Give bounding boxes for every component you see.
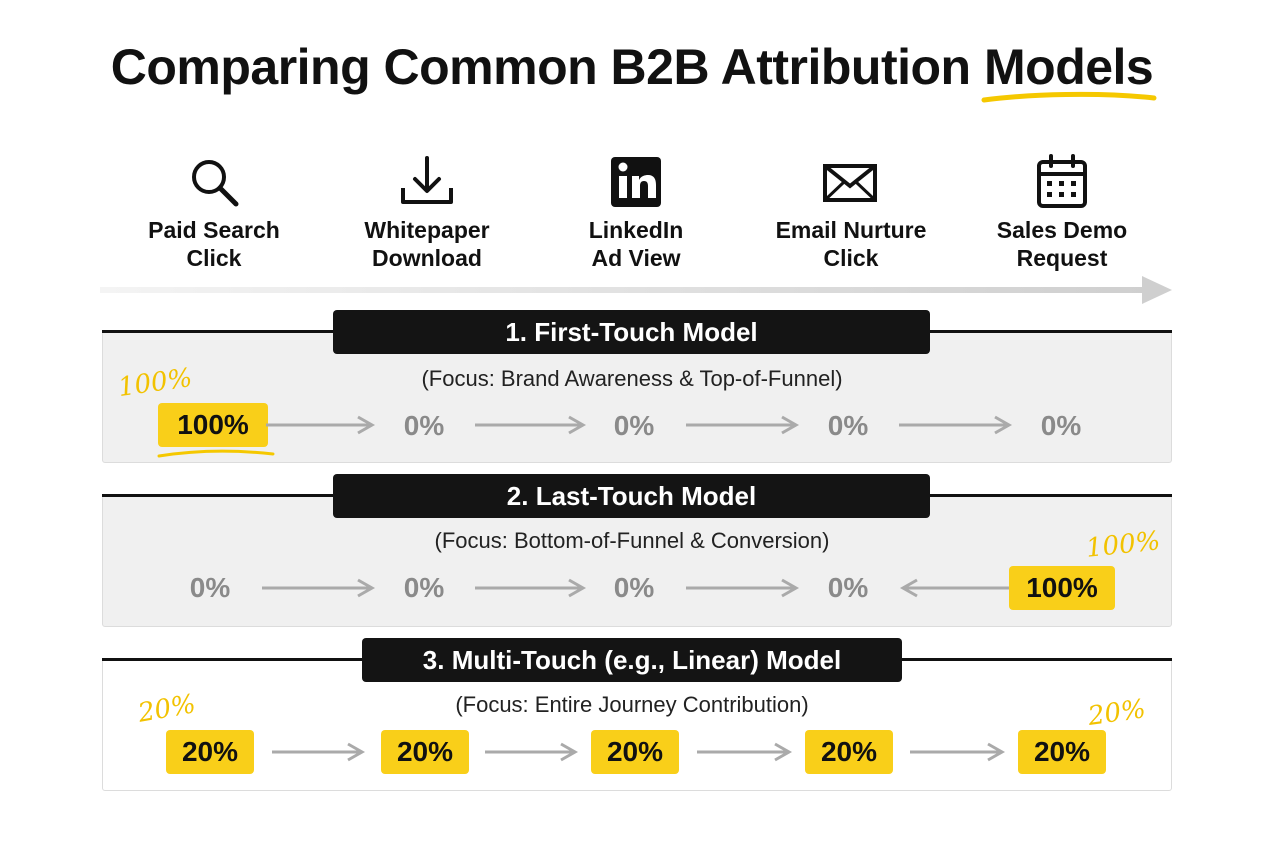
multi-touch-value-3: 20% xyxy=(591,730,679,774)
stage-label-line1: LinkedIn xyxy=(588,217,684,243)
multi-touch-focus: (Focus: Entire Journey Contribution) xyxy=(455,692,809,717)
stage-label-line1: Whitepaper xyxy=(364,217,490,243)
multi-touch-arrow-4 xyxy=(910,742,1006,762)
last-touch-title: 2. Last-Touch Model xyxy=(333,474,930,518)
last-touch-focus: (Focus: Bottom-of-Funnel & Conversion) xyxy=(434,528,830,553)
multi-touch-value-5: 20% xyxy=(1018,730,1106,774)
first-touch-value-4: 0% xyxy=(827,410,869,441)
stage-label-line2: Download xyxy=(372,245,482,271)
stage-label-line1: Email Nurture xyxy=(775,217,927,243)
multi-touch-value-2: 20% xyxy=(381,730,469,774)
first-touch-arrow-2 xyxy=(475,415,587,435)
multi-touch-arrow-1 xyxy=(272,742,366,762)
first-touch-underline-mark xyxy=(157,449,275,458)
first-touch-title: 1. First-Touch Model xyxy=(333,310,930,354)
download-icon xyxy=(401,156,453,204)
stage-label-linkedin: LinkedIn Ad View xyxy=(536,216,736,272)
last-touch-value-2: 0% xyxy=(403,572,445,603)
stage-label-line1: Paid Search xyxy=(148,217,280,243)
first-touch-arrow-1 xyxy=(266,415,376,435)
first-touch-focus: (Focus: Brand Awareness & Top-of-Funnel) xyxy=(421,366,843,391)
first-touch-arrow-4 xyxy=(899,415,1013,435)
last-touch-arrow-3 xyxy=(686,578,800,598)
stage-label-whitepaper: Whitepaper Download xyxy=(327,216,527,272)
last-touch-value-3: 0% xyxy=(613,572,655,603)
last-touch-arrow-4-reverse xyxy=(899,578,1013,598)
first-touch-value-5: 0% xyxy=(1040,410,1082,441)
envelope-icon xyxy=(823,164,877,202)
multi-touch-arrow-2 xyxy=(485,742,579,762)
stage-label-line2: Ad View xyxy=(591,245,681,271)
page-title-main: Comparing Common B2B Attribution xyxy=(110,39,971,95)
first-touch-arrow-3 xyxy=(686,415,800,435)
multi-touch-value-1: 20% xyxy=(166,730,254,774)
journey-timeline-arrow xyxy=(100,276,1172,304)
stage-label-line2: Click xyxy=(823,245,879,271)
multi-touch-title: 3. Multi-Touch (e.g., Linear) Model xyxy=(362,638,902,682)
last-touch-arrow-1 xyxy=(262,578,376,598)
first-touch-value-2: 0% xyxy=(403,410,445,441)
first-touch-value-3: 0% xyxy=(613,410,655,441)
last-touch-value-4: 0% xyxy=(827,572,869,603)
last-touch-arrow-2 xyxy=(475,578,587,598)
title-underline-mark xyxy=(981,91,1157,103)
stage-label-sales-demo: Sales Demo Request xyxy=(962,216,1162,272)
stage-label-paid-search: Paid Search Click xyxy=(114,216,314,272)
multi-touch-arrow-3 xyxy=(697,742,793,762)
stage-label-line1: Sales Demo xyxy=(996,217,1128,243)
page-title: Comparing Common B2B Attribution Models xyxy=(0,38,1264,96)
linkedin-icon xyxy=(611,157,661,207)
stage-label-email: Email Nurture Click xyxy=(751,216,951,272)
last-touch-value-1: 0% xyxy=(189,572,231,603)
last-touch-value-5: 100% xyxy=(1009,566,1115,610)
multi-touch-value-4: 20% xyxy=(805,730,893,774)
page-title-highlight: Models xyxy=(984,39,1154,95)
calendar-icon xyxy=(1037,154,1087,208)
magnifier-icon xyxy=(192,160,239,207)
stage-label-line2: Click xyxy=(186,245,242,271)
stage-label-line2: Request xyxy=(1016,245,1108,271)
first-touch-value-1: 100% xyxy=(158,403,268,447)
